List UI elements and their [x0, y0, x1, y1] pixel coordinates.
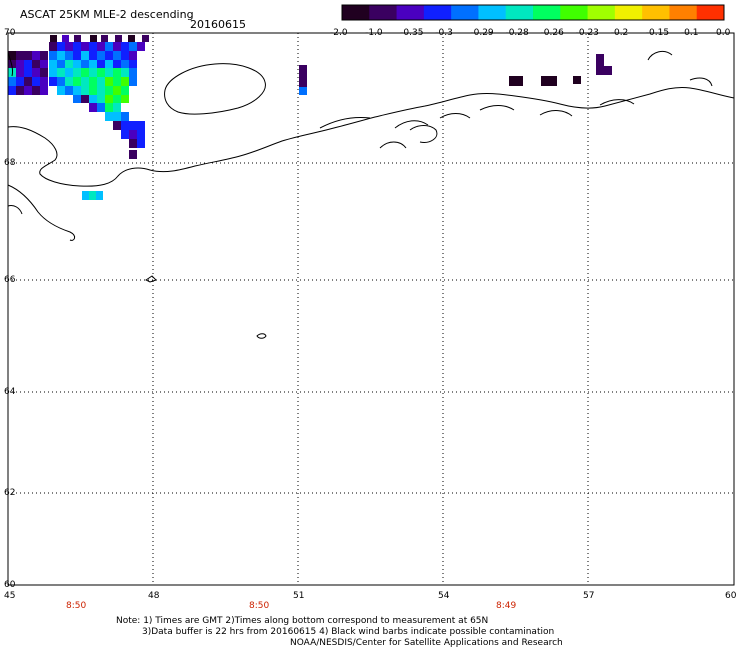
colorbar-segment [533, 5, 561, 20]
plot-frame [7, 32, 735, 586]
colorbar-tick-label: -0.29 [470, 28, 494, 38]
time-label-3: 8:49 [496, 601, 517, 611]
colorbar-tick-label: -0.28 [505, 28, 529, 38]
graticule [8, 33, 734, 585]
colorbar-tick-label: -0.3 [435, 28, 453, 38]
colorbar-segment [342, 5, 370, 20]
time-label-2: 8:50 [249, 601, 270, 611]
lat-label-68: 68 [4, 158, 16, 168]
colorbar-tick-label: -0.26 [540, 28, 564, 38]
lat-label-66: 66 [4, 275, 16, 285]
lat-label-62: 62 [4, 488, 16, 498]
lon-label-54: 54 [438, 591, 450, 601]
lon-label-60: 60 [725, 591, 737, 601]
colorbar-tick-label: -0.23 [575, 28, 599, 38]
colorbar-tick-label: -0.2 [610, 28, 629, 38]
lat-label-70: 70 [4, 28, 16, 38]
colorbar-segment [587, 5, 616, 20]
lon-label-57: 57 [583, 591, 595, 601]
coastline [7, 50, 735, 339]
isolated-cells [82, 54, 612, 200]
colorbar-segment [369, 5, 398, 20]
lat-label-64: 64 [4, 387, 16, 397]
colorbar-segment [642, 5, 670, 20]
colorbar-tick-label: -2.0 [330, 28, 348, 38]
colorbar [341, 4, 725, 21]
colorbar-segment [478, 5, 507, 20]
note-line-2: 3)Data buffer is 22 hrs from 20160615 4)… [142, 627, 555, 637]
colorbar-segment [423, 5, 452, 20]
lat-label-60: 60 [4, 580, 16, 590]
lon-label-48: 48 [148, 591, 160, 601]
colorbar-segment [614, 5, 643, 20]
data-cells [8, 35, 149, 159]
colorbar-tick-label: -0.15 [645, 28, 670, 38]
colorbar-segment [560, 5, 589, 20]
map-date: 20160615 [190, 18, 246, 31]
colorbar-segment [696, 5, 725, 20]
colorbar-tick-label: -0.35 [400, 28, 424, 38]
colorbar-tick-label: -0.1 [680, 28, 699, 38]
lon-label-51: 51 [293, 591, 305, 601]
colorbar-segment [451, 5, 479, 20]
map-title: ASCAT 25KM MLE-2 descending [20, 8, 194, 21]
colorbar-tick-label: 0.0 [716, 28, 731, 38]
colorbar-segment [505, 5, 534, 20]
time-label-1: 8:50 [66, 601, 87, 611]
colorbar-segment [396, 5, 425, 20]
lon-label-45: 45 [4, 591, 16, 601]
colorbar-segment [669, 5, 698, 20]
colorbar-tick-label: -1.0 [365, 28, 383, 38]
note-line-3: NOAA/NESDIS/Center for Satellite Applica… [290, 638, 563, 648]
colorbar-frame [341, 4, 725, 21]
note-line-1: Note: 1) Times are GMT 2)Times along bot… [116, 616, 489, 626]
